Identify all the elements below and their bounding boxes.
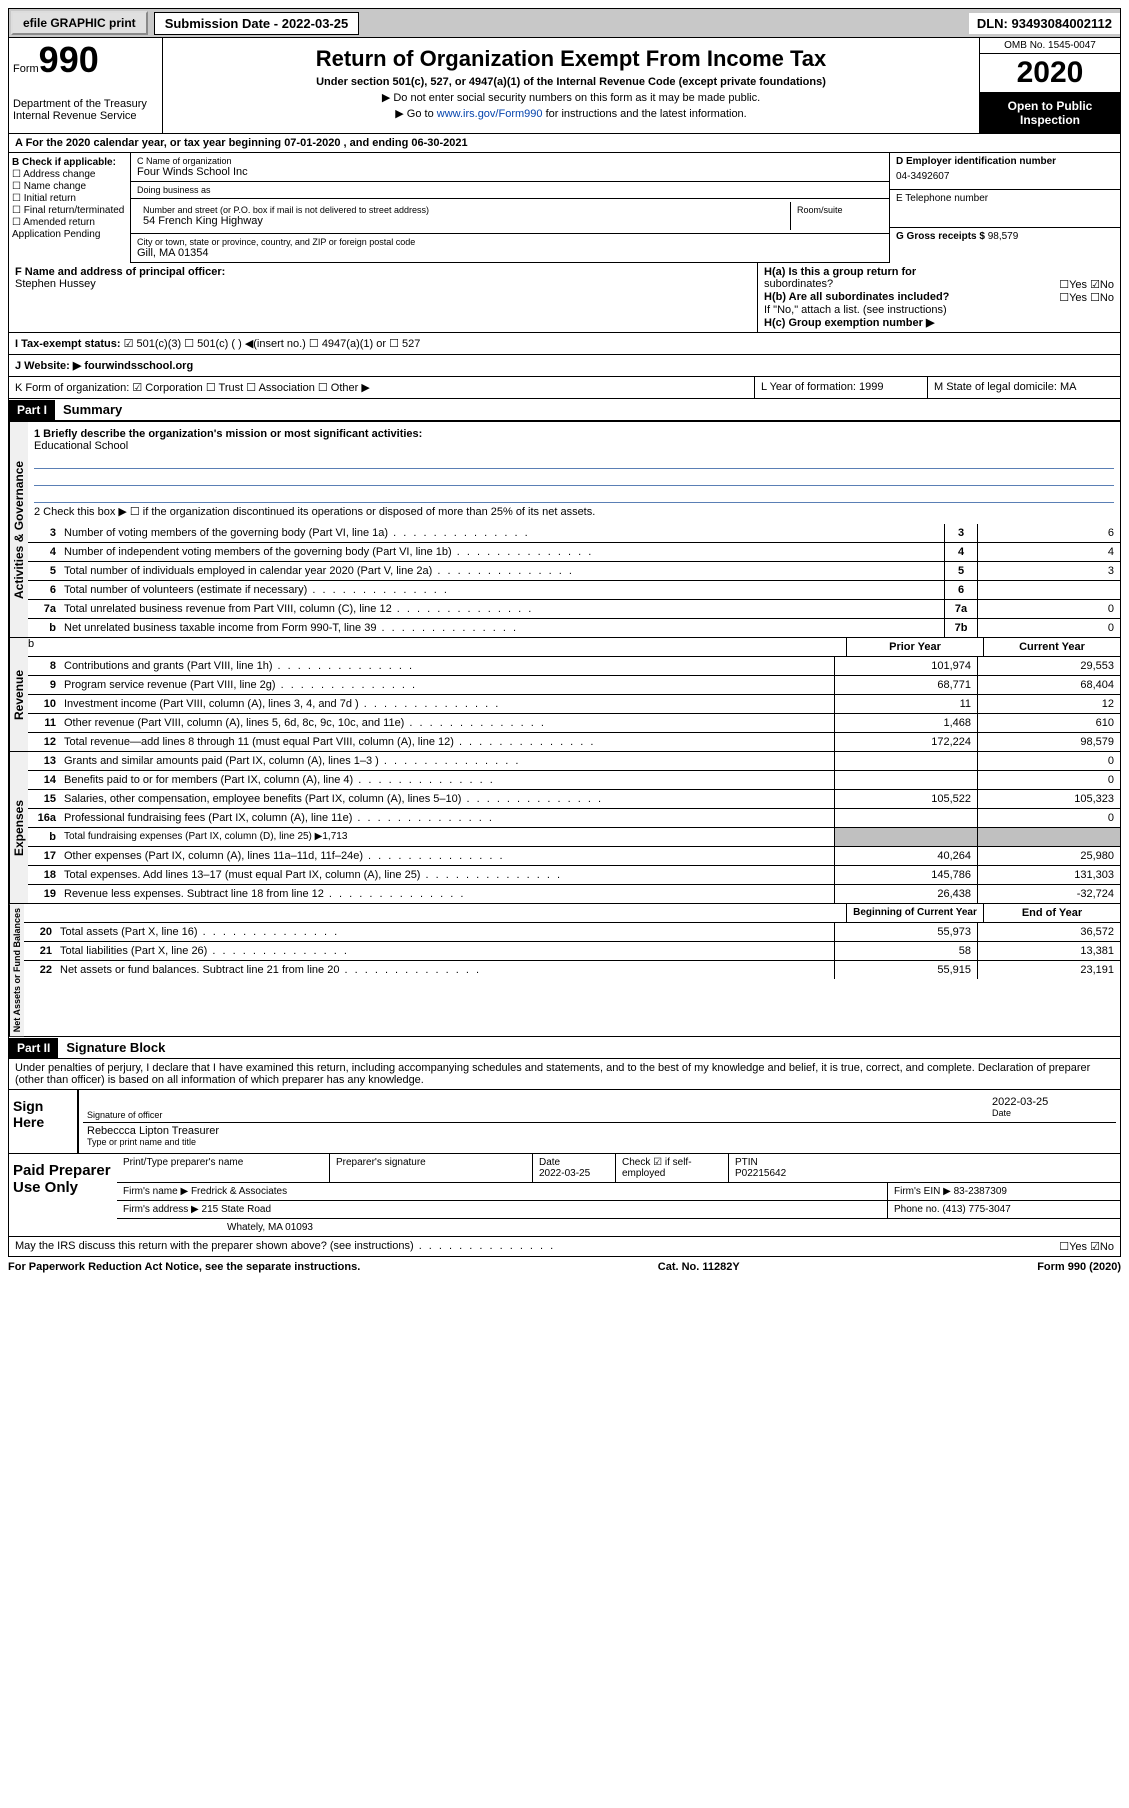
line-15: 15Salaries, other compensation, employee… (28, 790, 1120, 809)
part2-header: Part II (9, 1038, 58, 1058)
ptin: P02215642 (735, 1168, 1114, 1179)
firm-address: 215 State Road (202, 1204, 272, 1215)
form-title: Return of Organization Exempt From Incom… (167, 46, 975, 72)
form-number: 990 (39, 39, 99, 80)
ein-label: D Employer identification number (896, 156, 1114, 167)
q1: 1 Briefly describe the organization's mi… (34, 428, 1114, 440)
col-b: B Check if applicable: ☐ Address change … (9, 153, 131, 263)
self-employed-check: Check ☑ if self-employed (616, 1154, 729, 1182)
line-14: 14Benefits paid to or for members (Part … (28, 771, 1120, 790)
address: 54 French King Highway (143, 215, 784, 227)
line-10: 10Investment income (Part VIII, column (… (28, 695, 1120, 714)
ein: 04-3492607 (896, 167, 1114, 186)
subtitle-2: ▶ Do not enter social security numbers o… (167, 91, 975, 104)
discuss-question: May the IRS discuss this return with the… (15, 1240, 555, 1253)
firm-ein: 83-2387309 (954, 1186, 1007, 1197)
sig-officer-label: Signature of officer (87, 1110, 992, 1120)
website: J Website: ▶ fourwindsschool.org (8, 355, 1121, 377)
tax-exempt-status: I Tax-exempt status: ☑ 501(c)(3) ☐ 501(c… (8, 333, 1121, 355)
tel (896, 204, 1114, 224)
line-22: 22Net assets or fund balances. Subtract … (24, 961, 1120, 979)
form-org: K Form of organization: ☑ Corporation ☐ … (9, 377, 755, 398)
inspection-notice: Open to Public Inspection (980, 93, 1120, 133)
q2: 2 Check this box ▶ ☐ if the organization… (34, 505, 1114, 518)
part1-header: Part I (9, 400, 55, 420)
line-11: 11Other revenue (Part VIII, column (A), … (28, 714, 1120, 733)
tel-label: E Telephone number (896, 193, 1114, 204)
part1-title: Summary (55, 399, 130, 420)
line-19: 19Revenue less expenses. Subtract line 1… (28, 885, 1120, 903)
prior-year-hdr: Prior Year (846, 638, 983, 656)
firm-phone: (413) 775-3047 (942, 1204, 1010, 1215)
line-8: 8Contributions and grants (Part VIII, li… (28, 657, 1120, 676)
org-name-label: C Name of organization (137, 156, 883, 166)
begin-year-hdr: Beginning of Current Year (846, 904, 983, 922)
footer-left: For Paperwork Reduction Act Notice, see … (8, 1261, 360, 1273)
efile-print-button[interactable]: efile GRAPHIC print (11, 11, 148, 35)
org-name: Four Winds School Inc (137, 166, 883, 178)
tab-activities: Activities & Governance (9, 422, 28, 637)
footer-center: Cat. No. 11282Y (658, 1261, 740, 1273)
room-label: Room/suite (797, 205, 877, 215)
dba-label: Doing business as (137, 185, 883, 195)
signer-name: Rebeccca Lipton Treasurer (87, 1125, 1112, 1137)
line-13: 13Grants and similar amounts paid (Part … (28, 752, 1120, 771)
line-20: 20Total assets (Part X, line 16)55,97336… (24, 923, 1120, 942)
gross-label: G Gross receipts $ (896, 231, 988, 242)
line-5: 5Total number of individuals employed in… (28, 562, 1120, 581)
dept: Department of the Treasury Internal Reve… (13, 98, 158, 122)
subordinates-yn: ☐Yes ☐No (1059, 291, 1114, 304)
officer-label: F Name and address of principal officer: (15, 266, 751, 278)
tax-year: 2020 (980, 54, 1120, 93)
state-domicile: M State of legal domicile: MA (928, 377, 1120, 398)
city-label: City or town, state or province, country… (137, 237, 883, 247)
part2-title: Signature Block (58, 1037, 173, 1058)
firm-name: Fredrick & Associates (191, 1186, 287, 1197)
sign-here-label: Sign Here (9, 1090, 77, 1153)
line-7a: 7aTotal unrelated business revenue from … (28, 600, 1120, 619)
line-9: 9Program service revenue (Part VIII, lin… (28, 676, 1120, 695)
year-formation: L Year of formation: 1999 (755, 377, 928, 398)
firm-city: Whately, MA 01093 (117, 1219, 1120, 1236)
irs-link[interactable]: www.irs.gov/Form990 (437, 108, 543, 120)
line-b: bNet unrelated business taxable income f… (28, 619, 1120, 637)
group-return-yn: ☐Yes ☑No (1059, 278, 1114, 291)
line-16a: 16aProfessional fundraising fees (Part I… (28, 809, 1120, 828)
sign-date: 2022-03-25 (992, 1096, 1112, 1108)
submission-date: Submission Date - 2022-03-25 (154, 12, 360, 35)
paid-preparer-label: Paid Preparer Use Only (9, 1154, 117, 1236)
prep-date: 2022-03-25 (539, 1168, 609, 1179)
mission-text: Educational School (34, 440, 1114, 452)
officer-name: Stephen Hussey (15, 278, 751, 290)
subtitle-3: ▶ Go to www.irs.gov/Form990 for instruct… (167, 107, 975, 120)
line-4: 4Number of independent voting members of… (28, 543, 1120, 562)
addr-label: Number and street (or P.O. box if mail i… (143, 205, 784, 215)
row-a: A For the 2020 calendar year, or tax yea… (8, 134, 1121, 153)
form-label: Form (13, 63, 39, 75)
line-17: 17Other expenses (Part IX, column (A), l… (28, 847, 1120, 866)
line-21: 21Total liabilities (Part X, line 26)581… (24, 942, 1120, 961)
line-b: bTotal fundraising expenses (Part IX, co… (28, 828, 1120, 847)
declaration: Under penalties of perjury, I declare th… (9, 1059, 1120, 1089)
tab-netassets: Net Assets or Fund Balances (9, 904, 24, 1036)
line-12: 12Total revenue—add lines 8 through 11 (… (28, 733, 1120, 751)
line-18: 18Total expenses. Add lines 13–17 (must … (28, 866, 1120, 885)
gross: 98,579 (988, 231, 1019, 242)
line-6: 6Total number of volunteers (estimate if… (28, 581, 1120, 600)
line-3: 3Number of voting members of the governi… (28, 524, 1120, 543)
footer-right: Form 990 (2020) (1037, 1261, 1121, 1273)
tab-expenses: Expenses (9, 752, 28, 903)
dln: DLN: 93493084002112 (969, 13, 1120, 34)
tab-revenue: Revenue (9, 638, 28, 751)
current-year-hdr: Current Year (983, 638, 1120, 656)
city: Gill, MA 01354 (137, 247, 883, 259)
omb: OMB No. 1545-0047 (980, 38, 1120, 54)
discuss-yn: ☐Yes ☑No (1059, 1240, 1114, 1253)
end-year-hdr: End of Year (983, 904, 1120, 922)
subtitle-1: Under section 501(c), 527, or 4947(a)(1)… (167, 76, 975, 88)
